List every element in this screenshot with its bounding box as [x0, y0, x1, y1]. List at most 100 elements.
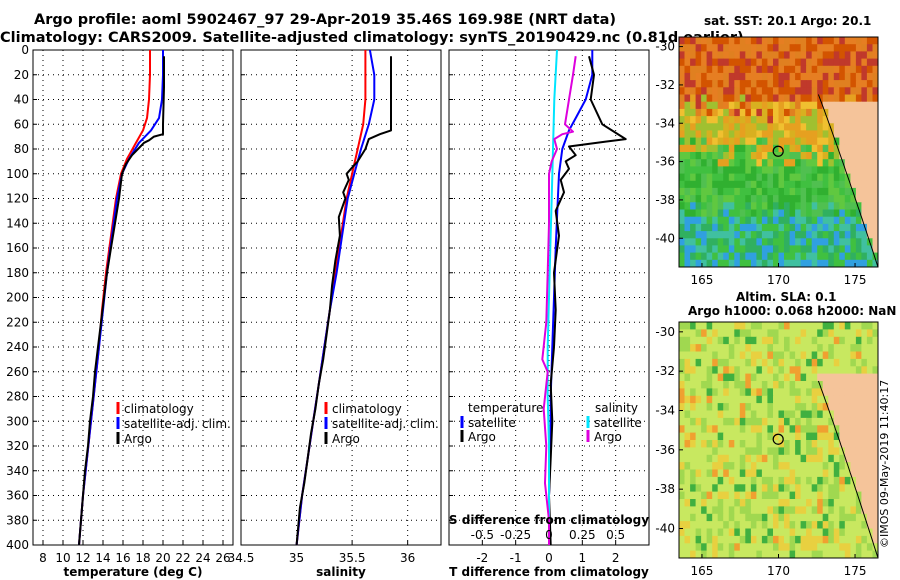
- map-cell: [745, 358, 752, 367]
- map-cell: [690, 152, 697, 160]
- map-cell: [734, 336, 741, 345]
- map-cell: [833, 144, 840, 153]
- map-cell: [773, 87, 779, 95]
- map-cell: [850, 44, 857, 52]
- map-cell: [712, 216, 719, 225]
- map-cell: [679, 403, 685, 411]
- map-cell: [806, 108, 813, 117]
- map-cell: [734, 351, 741, 360]
- map-cell: [784, 101, 790, 110]
- map-cell: [855, 403, 862, 411]
- map-cell: [817, 550, 824, 559]
- map-cell: [855, 351, 862, 360]
- map-cell: [822, 51, 829, 60]
- map-cell: [767, 403, 774, 411]
- map-cell: [828, 44, 835, 52]
- map-cell: [795, 381, 802, 389]
- map-cell: [734, 506, 741, 515]
- y-tick-label: 260: [6, 365, 29, 379]
- map-cell: [855, 388, 862, 397]
- map-cell: [795, 410, 802, 419]
- map-cell: [706, 491, 713, 500]
- map-cell: [800, 166, 807, 175]
- map-cell: [817, 528, 824, 537]
- map-cell: [695, 87, 702, 95]
- map-cell: [750, 137, 757, 146]
- x-tick-label: 22: [175, 551, 190, 565]
- map-cell: [789, 44, 796, 52]
- y-tick-label: 160: [6, 241, 29, 255]
- map-cell: [833, 101, 840, 110]
- map-cell: [739, 116, 746, 124]
- map-cell: [778, 44, 785, 52]
- map-cell: [723, 351, 730, 360]
- map-cell: [795, 395, 802, 404]
- map-cell: [833, 344, 840, 352]
- map-cell: [861, 223, 868, 232]
- map-cell: [822, 87, 829, 95]
- panel-temperature: [32, 49, 234, 546]
- map-cell: [811, 543, 818, 552]
- map-cell: [850, 513, 857, 522]
- map-cell: [679, 535, 685, 544]
- map-cell: [828, 432, 835, 441]
- map-cell: [839, 381, 846, 389]
- map-cell: [795, 432, 802, 441]
- map-cell: [789, 51, 796, 60]
- map-cell: [773, 72, 779, 81]
- map-cell: [822, 417, 829, 426]
- map-cell: [734, 373, 741, 382]
- map-cell: [761, 521, 768, 529]
- map-cell: [817, 351, 824, 360]
- map-cell: [844, 336, 851, 345]
- s-tick-label: -0.25: [500, 528, 531, 542]
- map-cell: [745, 223, 752, 232]
- map-cell: [800, 425, 807, 434]
- map-cell: [828, 173, 835, 182]
- map-cell: [866, 322, 873, 330]
- map-cell: [784, 195, 790, 203]
- map-cell: [723, 123, 730, 131]
- map-cell: [806, 238, 813, 246]
- map-cell: [833, 116, 840, 124]
- map-cell: [679, 259, 685, 268]
- chart-title-line1: Argo profile: aoml 5902467_97 29-Apr-201…: [34, 12, 616, 28]
- map-cell: [767, 366, 774, 375]
- map-cell: [795, 403, 802, 411]
- map-cell: [761, 252, 768, 261]
- map-cell: [728, 44, 735, 52]
- map-cell: [734, 476, 741, 485]
- map-cell: [690, 499, 697, 507]
- map-cell: [684, 252, 691, 261]
- map-cell: [822, 159, 829, 167]
- map-cell: [866, 144, 873, 153]
- map-cell: [739, 432, 746, 441]
- map-cell: [739, 130, 746, 139]
- map-cell: [690, 550, 697, 559]
- map-cell: [866, 336, 873, 345]
- map-cell: [784, 238, 790, 246]
- map-cell: [750, 231, 757, 239]
- y-tick-label: 320: [6, 439, 29, 453]
- map-cell: [684, 44, 691, 52]
- map-cell: [701, 550, 708, 559]
- map-cell: [806, 425, 813, 434]
- map-cell: [861, 521, 868, 529]
- map-cell: [679, 462, 685, 470]
- map-cell: [701, 366, 708, 375]
- map-cell: [839, 245, 846, 254]
- map-cell: [800, 209, 807, 218]
- map-cell: [784, 80, 790, 88]
- map-cell: [690, 425, 697, 434]
- map-cell: [833, 152, 840, 160]
- map-cell: [800, 65, 807, 74]
- map-cell: [800, 238, 807, 246]
- map-cell: [789, 37, 796, 45]
- map-cell: [850, 166, 857, 175]
- map-cell: [739, 484, 746, 493]
- map-cell: [750, 166, 757, 175]
- map-cell: [734, 366, 741, 375]
- map-cell: [833, 351, 840, 360]
- map-cell: [690, 417, 697, 426]
- map-cell: [750, 373, 757, 382]
